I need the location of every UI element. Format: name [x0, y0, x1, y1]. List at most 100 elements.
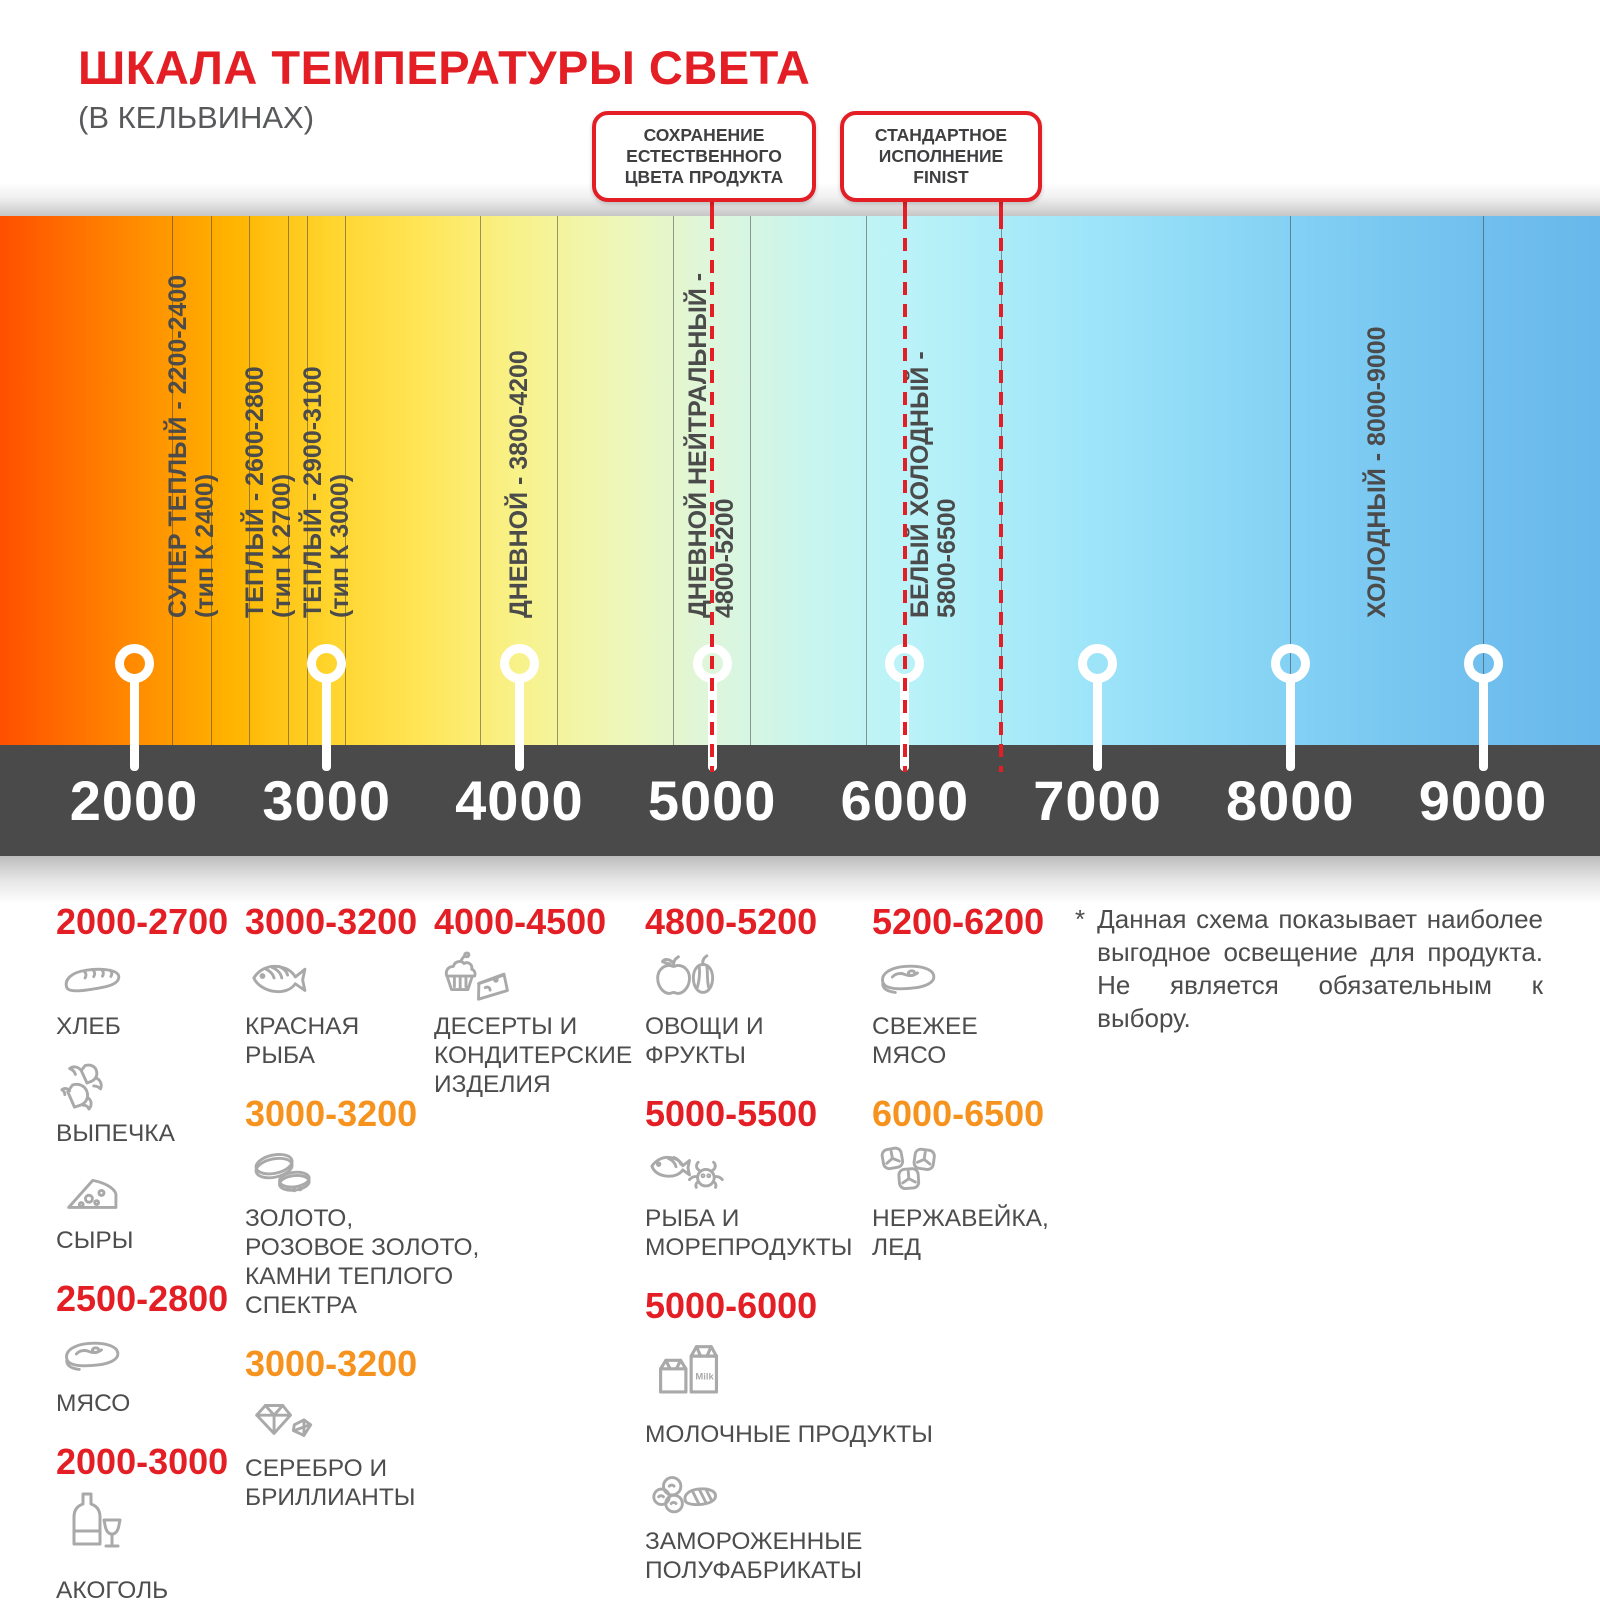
legend-item-label: АКОГОЛЬ — [56, 1577, 169, 1600]
legend-item: ХЛЕБ — [56, 950, 238, 1041]
footnote-text: Данная схема показывает наиболее выгодно… — [1097, 904, 1543, 1033]
zone-label: ТЕПЛЫЙ - 2900-3100 (тип К 3000) — [299, 366, 354, 618]
axis-tick-label: 5000 — [647, 769, 777, 832]
legend-column-2: 3000-3200 КРАСНАЯ РЫБА 3000-3200 ЗОЛОТО, РО… — [245, 902, 483, 1528]
legend-item-label: СЕРЕБРО И БРИЛЛИАНТЫ — [245, 1455, 416, 1511]
legend-item: СЫРЫ — [56, 1164, 238, 1255]
scale-pin-icon — [1463, 644, 1503, 683]
legend-range-heading: 2000-2700 — [56, 901, 229, 942]
zone-boundary-gridline — [1482, 216, 1484, 745]
legend-group: 5200-6200 СВЕЖЕЕ МЯСО — [872, 902, 1080, 1070]
axis-tick-label: 3000 — [262, 769, 391, 832]
axis-band — [0, 745, 1600, 856]
meat-icon — [60, 1327, 126, 1381]
highlight-dashed-line — [999, 216, 1004, 772]
scale-pin-icon — [499, 644, 539, 683]
legend-item: КРАСНАЯ РЫБА — [245, 950, 483, 1070]
svg-text:Milk: Milk — [695, 1371, 714, 1382]
legend-range-heading: 2500-2800 — [56, 1278, 229, 1319]
alcohol-icon — [60, 1490, 128, 1568]
zone-label: ТЕПЛЫЙ - 2600-2800 (тип К 2700) — [241, 366, 296, 618]
milk-icon: Milk — [649, 1334, 721, 1412]
axis-tick-label: 2000 — [69, 769, 199, 832]
zone-boundary-gridline — [306, 216, 308, 745]
scale-pin-icon — [307, 644, 347, 683]
legend-column-5: 5200-6200 СВЕЖЕЕ МЯСО 6000-6500 НЕРЖАВЕЙКА,… — [872, 902, 1080, 1278]
ice-icon — [876, 1142, 942, 1196]
zone-label: БЕЛЫЙ ХОЛОДНЫЙ -5800-6500 — [906, 351, 961, 618]
legend-column-3: 4000-4500 ДЕСЕРТЫ И КОНДИТЕРСКИЕ ИЗДЕЛИЯ — [434, 902, 652, 1115]
temperature-gradient-band — [0, 216, 1600, 745]
legend-range-heading: 4000-4500 — [434, 901, 607, 942]
legend-range-heading: 5000-6000 — [645, 1285, 818, 1326]
legend-item-label: РЫБА И МОРЕПРОДУКТЫ — [645, 1205, 853, 1261]
legend-range-heading: 5000-5500 — [645, 1093, 818, 1134]
footnote: * Данная схема показывает наиболее выгод… — [1075, 903, 1543, 1035]
legend-range-heading: 5200-6200 — [872, 901, 1045, 942]
legend-item: Milk МОЛОЧНЫЕ ПРОДУКТЫ — [645, 1334, 945, 1449]
seafood-icon — [649, 1142, 726, 1196]
zone-boundary-gridline — [249, 216, 251, 745]
dessert-icon — [438, 950, 515, 1004]
footnote-asterisk: * — [1075, 904, 1086, 934]
zone-label-subtext: 4800-5200 — [711, 498, 740, 618]
callout-finist-standard-text: СТАНДАРТНОЕ ИСПОЛНЕНИЕ FINIST — [874, 125, 1008, 187]
legend-item: ДЕСЕРТЫ И КОНДИТЕРСКИЕ ИЗДЕЛИЯ — [434, 950, 652, 1099]
legend-group: 5000-6000 Milk МОЛОЧНЫЕ ПРОДУКТЫ ЗАМОРОЖЕНН… — [645, 1286, 945, 1585]
legend-range-heading: 6000-6500 — [872, 1093, 1045, 1134]
scale-pin-icon — [1078, 644, 1118, 683]
legend-item-label: ДЕСЕРТЫ И КОНДИТЕРСКИЕ ИЗДЕЛИЯ — [434, 1013, 633, 1098]
axis-tick-label: 9000 — [1418, 769, 1548, 832]
callout-natural-color: СОХРАНЕНИЕ ЕСТЕСТВЕННОГО ЦВЕТА ПРОДУКТА — [592, 111, 816, 202]
scale-pin-icon — [1270, 644, 1310, 683]
legend-range-heading: 3000-3200 — [245, 1343, 418, 1384]
legend-group: 5000-5500 РЫБА И МОРЕПРОДУКТЫ — [645, 1094, 945, 1262]
zone-label: СУПЕР ТЕПЛЫЙ - 2200-2400 (тип К 2400) — [163, 274, 219, 618]
legend-item: ОВОЩИ И ФРУКТЫ — [645, 950, 945, 1070]
scale-pin-stem — [1285, 680, 1295, 771]
zone-boundary-gridline — [865, 216, 867, 745]
legend-item-label: МЯСО — [56, 1390, 131, 1417]
legend-item: ВЫПЕЧКА — [56, 1057, 238, 1148]
legend-item: ЗОЛОТО, РОЗОВОЕ ЗОЛОТО, КАМНИ ТЕПЛОГО СП… — [245, 1142, 483, 1320]
axis-band-shadow — [0, 856, 1600, 904]
highlight-dashed-line — [902, 216, 907, 772]
legend-range-heading: 3000-3200 — [245, 1093, 418, 1134]
diamond-icon — [249, 1392, 315, 1446]
legend-column-1: 2000-2700 ХЛЕБ ВЫПЕЧКА СЫРЫ 2500-2800 МЯСО 200… — [56, 902, 238, 1600]
rings-icon — [249, 1142, 315, 1196]
legend-group: 4800-5200 ОВОЩИ И ФРУКТЫ — [645, 902, 945, 1070]
scale-pin-stem — [129, 680, 139, 771]
scale-pin-icon — [114, 644, 154, 683]
axis-tick-label: 4000 — [455, 769, 584, 832]
zone-boundary-gridline — [345, 216, 347, 745]
croissant-icon — [60, 1057, 126, 1111]
scale-pin-stem — [322, 680, 332, 771]
legend-item: СВЕЖЕЕ МЯСО — [872, 950, 1080, 1070]
legend-column-4: 4800-5200 ОВОЩИ И ФРУКТЫ 5000-5500 РЫБА И М… — [645, 902, 945, 1600]
legend-item-label: ЗАМОРОЖЕННЫЕ ПОЛУФАБРИКАТЫ — [645, 1528, 863, 1584]
callout-natural-color-text: СОХРАНЕНИЕ ЕСТЕСТВЕННОГО ЦВЕТА ПРОДУКТА — [624, 125, 784, 187]
legend-item-label: СВЕЖЕЕ МЯСО — [872, 1013, 978, 1069]
page-subtitle: (В КЕЛЬВИНАХ) — [78, 100, 315, 135]
zone-boundary-gridline — [750, 216, 752, 745]
legend-item: НЕРЖАВЕЙКА, ЛЕД — [872, 1142, 1080, 1262]
callout-finist-standard: СТАНДАРТНОЕ ИСПОЛНЕНИЕ FINIST — [840, 111, 1042, 202]
legend-group: 2500-2800 МЯСО — [56, 1279, 238, 1418]
zone-label-text: СУПЕР ТЕПЛЫЙ - 2200-2400 — [163, 274, 192, 618]
legend-item-label: НЕРЖАВЕЙКА, ЛЕД — [872, 1205, 1049, 1261]
scale-pin-stem — [1093, 680, 1103, 771]
legend-item: РЫБА И МОРЕПРОДУКТЫ — [645, 1142, 945, 1262]
zone-boundary-gridline — [172, 216, 174, 745]
zone-label-text: ДНЕВНОЙ - 3800-4200 — [504, 350, 533, 618]
scale-pin-stem — [514, 680, 524, 771]
fish-icon — [249, 950, 315, 1004]
page-title: ШКАЛА ТЕМПЕРАТУРЫ СВЕТА — [78, 41, 811, 94]
zone-label-subtext: (тип К 2400) — [190, 473, 219, 618]
axis-tick-label: 8000 — [1225, 769, 1355, 832]
zone-boundary-gridline — [1289, 216, 1291, 745]
zone-boundary-gridline — [210, 216, 212, 745]
zone-boundary-gridline — [287, 216, 289, 745]
legend-range-heading: 4800-5200 — [645, 901, 818, 942]
legend-group: 2000-3000 АКОГОЛЬ — [56, 1442, 238, 1600]
